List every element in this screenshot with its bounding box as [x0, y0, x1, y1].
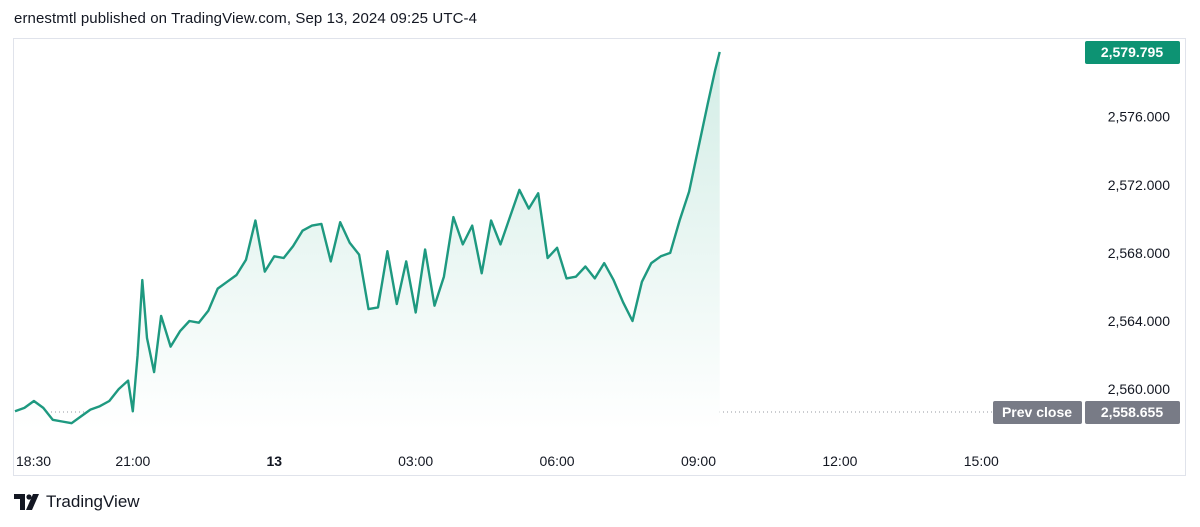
- y-axis: 2,560.000 2,564.000 2,568.000 2,572.000 2,57…: [1108, 109, 1170, 397]
- prev-close-tag: [993, 401, 1082, 425]
- prev-close-value-tag: [1085, 401, 1180, 425]
- price-line: [14, 51, 721, 425]
- x-tick-label: 03:00: [398, 453, 433, 469]
- published-header: ernestmtl published on TradingView.com, …: [14, 10, 478, 27]
- prev-close-label: Prev close: [1002, 404, 1072, 420]
- tradingview-logo-icon: [14, 494, 39, 510]
- x-tick-label: 12:00: [822, 453, 857, 469]
- brand-name: TradingView: [46, 492, 140, 511]
- chart-frame: [13, 38, 1186, 476]
- area-layer: [15, 51, 720, 431]
- y-tick-label: 2,568.000: [1108, 245, 1170, 261]
- last-price-tag: [1085, 41, 1180, 65]
- y-tick-label: 2,560.000: [1108, 381, 1170, 397]
- line-layer: [14, 51, 721, 425]
- price-chart[interactable]: 2,560.0002,564.0002,568.0002,572.0002,57…: [0, 0, 1200, 490]
- price-area-fill: [15, 51, 720, 431]
- x-tick-label: 09:00: [681, 453, 716, 469]
- y-tick-label: 2,576.000: [1108, 109, 1170, 125]
- x-tick-label: 15:00: [964, 453, 999, 469]
- x-tick-label: 13: [266, 453, 282, 469]
- footer-brand[interactable]: TradingView: [14, 492, 140, 512]
- y-tick-label: 2,572.000: [1108, 177, 1170, 193]
- price-tags: 2,579.795 Prev close 2,558.655: [993, 41, 1180, 425]
- x-axis: 18:30 21:00 13 03:00 06:00 09:00 12:00 15:00: [16, 453, 999, 469]
- x-tick-label: 18:30: [16, 453, 51, 469]
- prev-close-value: 2,558.655: [1101, 404, 1163, 420]
- last-price-value: 2,579.795: [1101, 44, 1163, 60]
- y-tick-label: 2,564.000: [1108, 313, 1170, 329]
- x-tick-label: 06:00: [540, 453, 575, 469]
- x-tick-label: 21:00: [115, 453, 150, 469]
